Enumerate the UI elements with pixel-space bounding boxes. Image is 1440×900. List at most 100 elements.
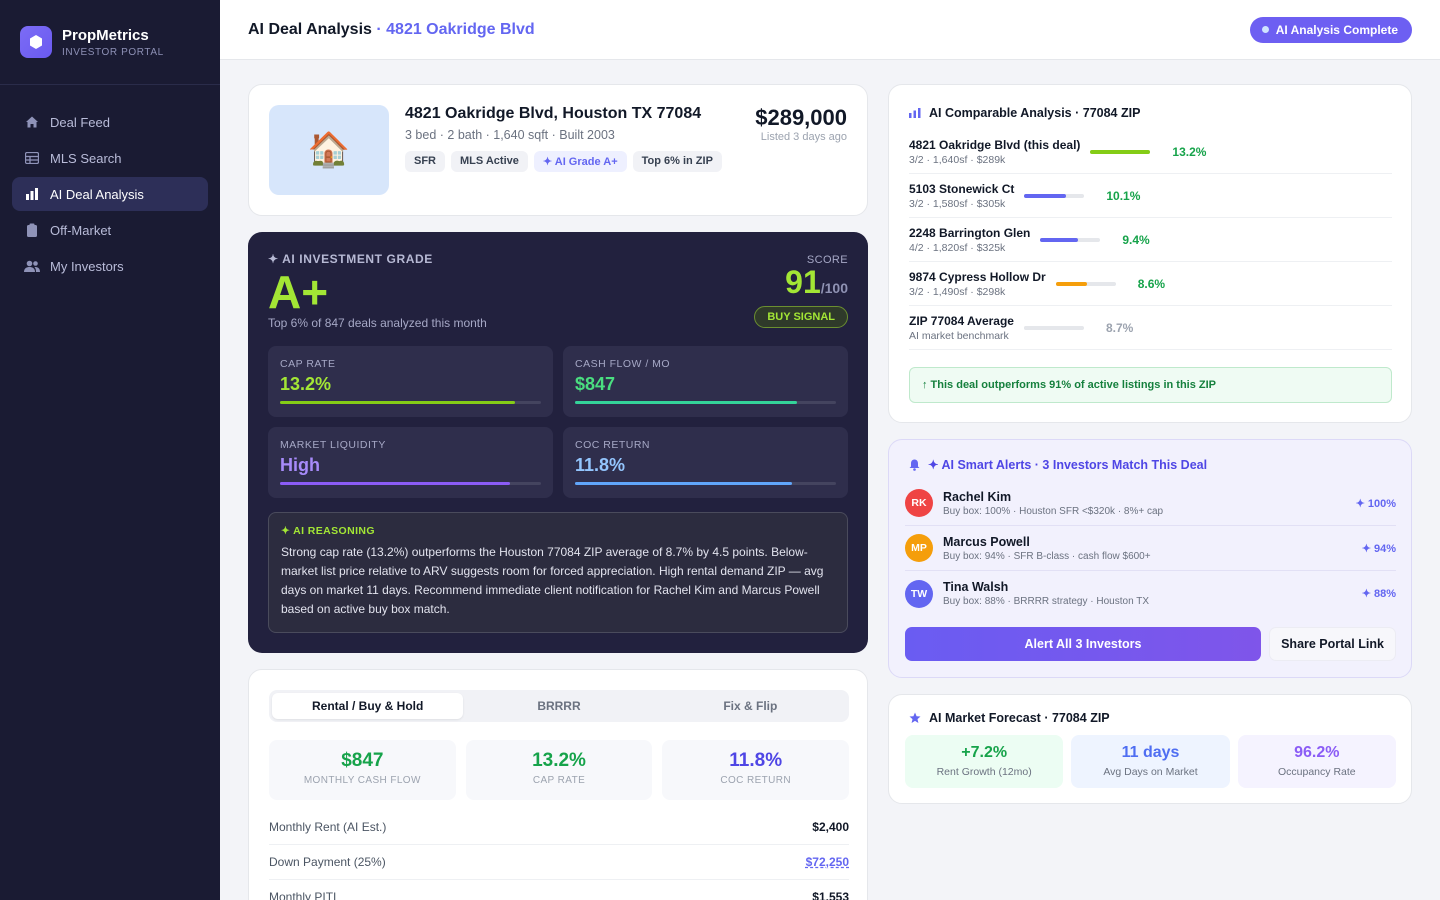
listed-date: Listed 3 days ago [760,131,847,143]
sidebar-item-my-investors[interactable]: My Investors [12,249,208,283]
tab-fix-flip[interactable]: Fix & Flip [723,699,778,713]
row-value: $1,553 [812,890,849,900]
metric-label: MARKET LIQUIDITY [280,439,386,451]
kpi-cap-rate: 13.2% CAP RATE [465,740,653,800]
comp-name: 4821 Oakridge Blvd (this deal) [909,137,1081,152]
market-forecast-card: AI Market Forecast · 77084 ZIP +7.2% Rent… [888,694,1412,804]
comp-name: ZIP 77084 Average [909,313,1014,328]
forecast-label: Rent Growth (12mo) [936,766,1032,778]
property-tags: SFR MLS Active ✦ AI Grade A+ Top 6% in Z… [405,151,722,172]
forecast-value: 11 days [1121,744,1180,761]
metric-market-liquidity: MARKET LIQUIDITY High [268,427,553,498]
comp-row: 5103 Stonewick Ct 3/2 · 1,580sf · $305k 10… [909,174,1392,218]
comp-text: 4821 Oakridge Blvd (this deal) 3/2 · 1,64… [909,138,1080,166]
row-monthly-rent: Monthly Rent (AI Est.) $2,400 [269,810,849,845]
avatar: TW [905,579,933,608]
forecast-label: Avg Days on Market [1103,766,1198,778]
sidebar-item-ai-deal-analysis[interactable]: AI Deal Analysis [12,177,208,211]
kpi-label: COC RETURN [720,775,792,786]
investor-list: RK Rachel Kim Buy box: 100% · Houston SFR … [905,481,1396,616]
comp-meta: 3/2 · 1,580sf · $305k [909,197,1006,210]
row-label: Down Payment (25%) [269,855,386,869]
investor-match: ✦ 88% [1361,588,1396,600]
row-label: Monthly Rent (AI Est.) [269,820,387,834]
forecast-title-text: AI Market Forecast · 77084 ZIP [929,711,1110,725]
investor-buy-box: Buy box: 100% · Houston SFR <$320k · 8%+… [943,505,1164,517]
share-portal-link-button[interactable]: Share Portal Link [1269,627,1396,661]
sidebar: PropMetrics INVESTOR PORTAL Deal Feed ML… [0,0,220,900]
status-badge: AI Analysis Complete [1249,16,1412,43]
forecast-label: Occupancy Rate [1278,766,1356,778]
sidebar-item-off-market[interactable]: Off-Market [12,213,208,247]
top-header: AI Deal Analysis · 4821 Oakridge Blvd AI… [220,0,1440,60]
clipboard-icon [24,222,40,238]
ai-reasoning-box: ✦ AI REASONING Strong cap rate (13.2%) o… [268,512,848,633]
investor-row[interactable]: MP Marcus Powell Buy box: 94% · SFR B-clas… [905,526,1396,571]
tag-mls-active: MLS Active [451,151,528,172]
bar-chart-icon [24,186,40,202]
forecast-box: +7.2% Rent Growth (12mo) [905,735,1064,788]
investor-match: ✦ 100% [1355,497,1396,510]
metric-bar [280,401,541,404]
alerts-title-text: ✦ AI Smart Alerts · 3 Investors Match Th… [928,458,1208,472]
avatar: RK [905,489,933,517]
home-icon [24,114,40,130]
investor-text: Rachel Kim Buy box: 100% · Houston SFR <$… [943,490,1163,517]
comp-row: ZIP 77084 Average AI market benchmark 8.7% [909,306,1392,350]
tab-rental-buy-hold[interactable]: Rental / Buy & Hold [272,693,464,719]
comp-meta: 3/2 · 1,640sf · $289k [909,153,1006,166]
tab-brrrr[interactable]: BRRRR [537,699,581,713]
tag-top-zip: Top 6% in ZIP [632,151,722,172]
metric-label: CAP RATE [280,358,336,370]
forecast-box: 11 days Avg Days on Market [1071,735,1230,788]
sidebar-item-label: My Investors [50,258,124,274]
comp-text: 9874 Cypress Hollow Dr 3/2 · 1,490sf · $2… [909,270,1046,298]
sidebar-item-deal-feed[interactable]: Deal Feed [12,105,208,139]
sidebar-item-mls-search[interactable]: MLS Search [12,141,208,175]
property-meta: 3 bed · 2 bath · 1,640 sqft · Built 2003 [405,128,615,142]
sidebar-item-label: AI Deal Analysis [50,186,144,202]
alert-all-investors-button[interactable]: Alert All 3 Investors [905,627,1261,661]
comp-cap-rate: 13.2% [1172,144,1207,159]
score-label: SCORE [806,254,848,266]
comp-meta: 3/2 · 1,490sf · $298k [909,285,1006,298]
page-subtitle-address: 4821 Oakridge Blvd [386,20,535,38]
row-value: $2,400 [812,820,849,834]
comp-cap-rate: 8.6% [1137,276,1166,291]
down-payment-link[interactable]: $72,250 [805,855,849,869]
comp-bar-fill [1055,281,1087,286]
property-price: $289,000 [755,105,847,130]
sidebar-nav: Deal Feed MLS Search AI Deal Analysis Of… [0,85,220,305]
strategy-tabs: Rental / Buy & Hold BRRRR Fix & Flip [269,690,849,722]
property-card: 🏠 4821 Oakridge Blvd, Houston TX 77084 3… [248,84,868,216]
ai-grade-card: ✦ AI INVESTMENT GRADE A+ Top 6% of 847 d… [248,232,868,653]
grade-subtitle: Top 6% of 847 deals analyzed this month [268,316,487,330]
metric-value: $847 [575,374,616,394]
brand-subtitle: INVESTOR PORTAL [62,46,164,58]
investor-row[interactable]: RK Rachel Kim Buy box: 100% · Houston SFR … [905,481,1396,526]
avatar: MP [905,534,933,562]
bar-chart-icon [909,108,921,118]
metric-bar-fill [280,401,515,404]
alerts-title: ✦ AI Smart Alerts · 3 Investors Match Th… [909,457,1207,472]
strategy-card: Rental / Buy & Hold BRRRR Fix & Flip $84… [248,669,868,900]
metric-value: 11.8% [575,455,626,475]
metric-bar [575,482,836,485]
users-icon [24,258,40,274]
comp-cap-rate: 9.4% [1122,232,1150,247]
kpi-label: MONTHLY CASH FLOW [303,775,421,786]
metric-cash-flow: CASH FLOW / MO $847 [563,346,848,417]
property-address: 4821 Oakridge Blvd, Houston TX 77084 [405,105,702,122]
comp-bar [1090,149,1151,154]
investor-row[interactable]: TW Tina Walsh Buy box: 88% · BRRRR strateg… [905,571,1396,616]
metric-value: 13.2% [280,374,332,394]
grade-label: ✦ AI INVESTMENT GRADE [268,252,433,266]
comp-bar-fill [1040,237,1078,242]
logo-icon [20,26,52,58]
metric-bar [575,401,836,404]
brand: PropMetrics INVESTOR PORTAL [0,0,220,85]
grade-letter: A+ [268,266,329,318]
kpi-value: $847 [341,750,384,771]
investor-buy-box: Buy box: 94% · SFR B-class · cash flow $… [943,550,1151,562]
metric-value: High [280,455,320,475]
